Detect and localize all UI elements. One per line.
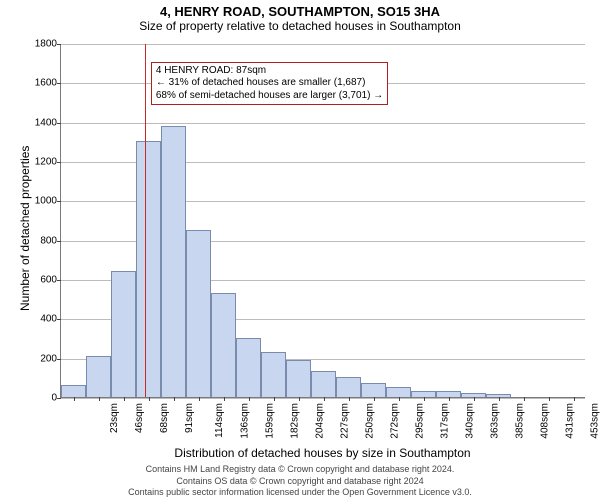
- x-tick-mark: [124, 397, 125, 401]
- x-tick-mark: [149, 397, 150, 401]
- x-tick-label: 250sqm: [364, 403, 375, 439]
- footer-line: Contains HM Land Registry data © Crown c…: [0, 464, 600, 476]
- x-tick-mark: [499, 397, 500, 401]
- y-tick-label: 200: [40, 353, 61, 364]
- x-tick-label: 431sqm: [564, 403, 575, 439]
- x-tick-mark: [349, 397, 350, 401]
- x-tick-label: 340sqm: [464, 403, 475, 439]
- histogram-bar: [61, 385, 86, 397]
- footer-line: Contains OS data © Crown copyright and d…: [0, 476, 600, 488]
- x-tick-label: 68sqm: [159, 403, 170, 433]
- histogram-bar: [336, 377, 361, 397]
- grid-line: [61, 123, 585, 124]
- reference-line: [145, 44, 146, 397]
- x-tick-label: 136sqm: [239, 403, 250, 439]
- histogram-bar: [136, 141, 161, 397]
- x-tick-label: 317sqm: [439, 403, 450, 439]
- x-tick-label: 114sqm: [213, 403, 224, 438]
- y-tick-label: 400: [40, 314, 61, 325]
- grid-line: [61, 44, 585, 45]
- x-tick-label: 159sqm: [264, 403, 275, 439]
- x-tick-mark: [249, 397, 250, 401]
- attribution-footer: Contains HM Land Registry data © Crown c…: [0, 464, 600, 499]
- x-tick-mark: [474, 397, 475, 401]
- x-tick-mark: [74, 397, 75, 401]
- x-tick-mark: [274, 397, 275, 401]
- x-tick-label: 46sqm: [134, 403, 145, 433]
- histogram-bar: [211, 293, 236, 397]
- x-tick-label: 182sqm: [289, 403, 300, 439]
- y-tick-label: 1200: [35, 157, 61, 168]
- reference-annotation: 4 HENRY ROAD: 87sqm← 31% of detached hou…: [151, 62, 388, 106]
- x-tick-mark: [324, 397, 325, 401]
- histogram-bar: [111, 271, 136, 397]
- x-tick-mark: [449, 397, 450, 401]
- y-tick-label: 0: [51, 393, 61, 404]
- x-axis-label: Distribution of detached houses by size …: [60, 446, 585, 460]
- x-tick-label: 204sqm: [314, 403, 325, 439]
- y-tick-label: 1400: [35, 117, 61, 128]
- histogram-bar: [86, 356, 111, 397]
- x-tick-label: 272sqm: [389, 403, 400, 439]
- histogram-bar: [286, 360, 311, 397]
- x-tick-mark: [224, 397, 225, 401]
- histogram-plot-area: 02004006008001000120014001600180023sqm46…: [60, 44, 585, 398]
- y-axis-label: Number of detached properties: [18, 146, 32, 311]
- histogram-bar: [236, 338, 261, 397]
- y-tick-label: 1000: [35, 196, 61, 207]
- annotation-line: 4 HENRY ROAD: 87sqm: [156, 65, 383, 78]
- x-tick-mark: [524, 397, 525, 401]
- x-tick-label: 363sqm: [489, 403, 500, 439]
- x-tick-label: 295sqm: [414, 403, 425, 439]
- histogram-bar: [311, 371, 336, 397]
- histogram-bar: [186, 230, 211, 397]
- page-subtitle: Size of property relative to detached ho…: [0, 19, 600, 35]
- x-tick-label: 91sqm: [184, 403, 195, 433]
- x-tick-mark: [299, 397, 300, 401]
- histogram-bar: [386, 387, 411, 397]
- footer-line: Contains public sector information licen…: [0, 487, 600, 499]
- annotation-line: ← 31% of detached houses are smaller (1,…: [156, 77, 383, 90]
- x-tick-label: 453sqm: [589, 403, 600, 439]
- x-tick-label: 227sqm: [339, 403, 350, 439]
- histogram-bar: [361, 383, 386, 397]
- histogram-bar: [161, 126, 186, 397]
- y-tick-label: 1600: [35, 78, 61, 89]
- x-tick-mark: [574, 397, 575, 401]
- x-tick-label: 23sqm: [109, 403, 120, 433]
- histogram-bar: [261, 352, 286, 397]
- y-tick-label: 1800: [35, 39, 61, 50]
- x-tick-mark: [374, 397, 375, 401]
- x-tick-mark: [199, 397, 200, 401]
- page-title: 4, HENRY ROAD, SOUTHAMPTON, SO15 3HA: [0, 0, 600, 19]
- y-tick-label: 800: [40, 235, 61, 246]
- x-tick-mark: [549, 397, 550, 401]
- x-tick-mark: [399, 397, 400, 401]
- y-tick-label: 600: [40, 275, 61, 286]
- x-tick-mark: [424, 397, 425, 401]
- x-tick-mark: [99, 397, 100, 401]
- annotation-line: 68% of semi-detached houses are larger (…: [156, 90, 383, 103]
- x-tick-label: 408sqm: [539, 403, 550, 439]
- x-tick-mark: [174, 397, 175, 401]
- x-tick-label: 385sqm: [514, 403, 525, 439]
